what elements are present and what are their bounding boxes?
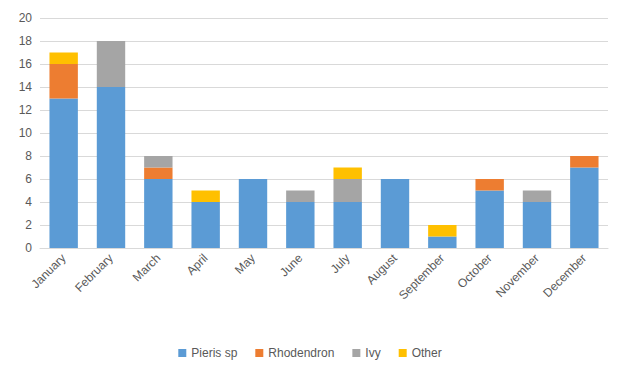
svg-text:14: 14: [19, 80, 33, 94]
svg-text:January: January: [29, 251, 69, 291]
svg-text:16: 16: [19, 57, 33, 71]
svg-text:20: 20: [19, 11, 33, 25]
svg-text:December: December: [540, 251, 589, 300]
svg-text:April: April: [184, 251, 211, 278]
svg-text:Other: Other: [412, 346, 442, 360]
svg-text:February: February: [72, 251, 116, 295]
svg-text:Pieris sp: Pieris sp: [191, 346, 237, 360]
svg-text:8: 8: [25, 149, 32, 163]
svg-text:June: June: [277, 251, 306, 280]
svg-text:18: 18: [19, 34, 33, 48]
svg-text:March: March: [130, 251, 163, 284]
svg-text:Ivy: Ivy: [365, 346, 380, 360]
svg-text:0: 0: [25, 241, 32, 255]
svg-text:6: 6: [25, 172, 32, 186]
svg-text:Rhodendron: Rhodendron: [268, 346, 334, 360]
svg-text:July: July: [328, 251, 353, 276]
svg-text:4: 4: [25, 195, 32, 209]
svg-text:May: May: [232, 251, 258, 277]
svg-text:August: August: [364, 251, 401, 288]
svg-text:12: 12: [19, 103, 33, 117]
svg-text:10: 10: [19, 126, 33, 140]
svg-text:October: October: [455, 251, 495, 291]
svg-text:2: 2: [25, 218, 32, 232]
svg-text:November: November: [493, 251, 542, 300]
svg-text:September: September: [396, 251, 447, 302]
